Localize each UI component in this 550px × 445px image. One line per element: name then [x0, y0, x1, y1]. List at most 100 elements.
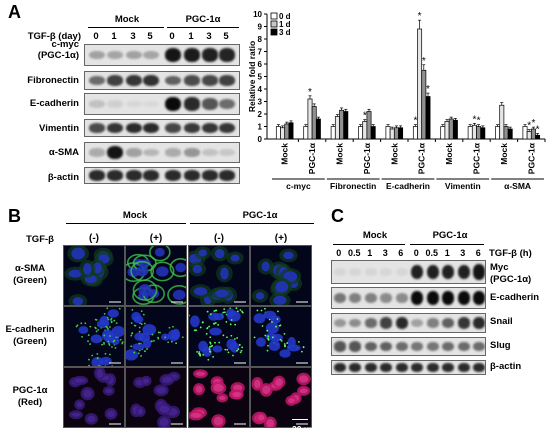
blot-band [219, 122, 235, 134]
micrograph-cell-shape [76, 324, 79, 327]
blot-band [107, 170, 123, 181]
chart-bar [339, 109, 345, 140]
blot-band [426, 264, 439, 280]
micrograph-cell-shape [88, 364, 90, 366]
chart-bar [495, 126, 501, 140]
micrograph-cell-shape [137, 352, 140, 355]
micrograph-cell-shape [87, 334, 90, 336]
micrograph-cell-shape [236, 337, 239, 339]
micrograph-cell-shape [275, 378, 283, 386]
micrograph-cell-shape [227, 351, 230, 354]
panel-a-time-point: 0 [169, 31, 175, 42]
panel-a-row-label: Vimentin [39, 123, 79, 134]
panel-b-row-label: PGC-1α (Red) [12, 385, 48, 408]
micrograph-cell-shape [261, 261, 270, 272]
micrograph-cell-shape [87, 340, 89, 343]
blot-strip-4 [84, 142, 240, 163]
micrograph-cell-shape [255, 292, 265, 300]
chart-significance-asterisk: * [418, 11, 422, 22]
blot-band [473, 290, 485, 306]
micrograph-cell-shape [206, 326, 209, 329]
micrograph-cell-shape [275, 325, 277, 328]
blot-band [184, 122, 200, 134]
chart-bar [334, 116, 340, 140]
micrograph-cell-shape [239, 351, 242, 354]
micrograph-cell-shape [111, 346, 113, 348]
micrograph-cell-shape [96, 319, 110, 329]
chart-significance-asterisk: * [527, 121, 531, 132]
blot-band [442, 317, 455, 329]
blot-band [411, 264, 424, 280]
chart-gene-group-label: Fibronectin [330, 181, 376, 191]
micrograph-cell-shape [195, 385, 203, 393]
micrograph-cell-shape [209, 313, 212, 316]
blot-band [202, 170, 218, 181]
blot-strip-2 [84, 93, 240, 115]
micrograph-cell-shape [138, 326, 141, 329]
chart-legend-label: 0 d [279, 12, 291, 21]
panel-a-row-label: α-SMA [48, 147, 79, 158]
panel-a-time-point: 1 [111, 31, 117, 42]
panel-c-row-label: Myc (PGC-1α) [490, 262, 532, 285]
micrograph-cell-shape [260, 309, 263, 312]
micrograph-cell-shape [232, 354, 234, 357]
micrograph-cell-shape [264, 334, 267, 337]
blot-band [333, 341, 346, 352]
micrograph-cell-shape [224, 348, 227, 351]
micrograph-cell-shape [222, 311, 225, 314]
blot-band [126, 50, 142, 60]
panel-a-time-point: 5 [223, 31, 229, 42]
chart-bar [370, 126, 376, 140]
micrograph-cell-shape [156, 266, 169, 277]
micrograph-cell-shape [151, 333, 154, 336]
blot-band [442, 341, 455, 352]
micrograph-cell-shape [215, 289, 229, 298]
micrograph-cell-shape [208, 348, 211, 351]
micrograph-cell-shape [181, 336, 184, 339]
micrograph-cell [63, 245, 125, 306]
chart-bar [480, 127, 486, 140]
micrograph-cell-shape [205, 332, 208, 335]
panel-c-time-point: 0.5 [425, 248, 438, 258]
micrograph-cell-shape [266, 418, 275, 427]
blot-strip-2 [331, 313, 486, 333]
micrograph-cell-shape [253, 313, 266, 324]
blot-band [219, 75, 235, 86]
micrograph-cell-shape [283, 251, 294, 260]
blot-band [165, 75, 181, 86]
micrograph-cell-shape [138, 342, 141, 345]
panel-b-group-pgc: PGC-1α [242, 210, 278, 221]
micrograph-cell-shape [279, 338, 282, 341]
chart-bar [417, 28, 423, 140]
panel-a-row-label: β-actin [47, 172, 79, 183]
chart-bar [425, 96, 431, 140]
chart-significance-asterisk: * [531, 118, 535, 129]
micrograph-cell-shape [142, 324, 157, 336]
chart-bar [421, 69, 427, 140]
chart-significance-asterisk: * [413, 116, 417, 127]
blot-band [143, 170, 159, 181]
micrograph-cell-shape [154, 247, 165, 257]
micrograph-cell-shape [266, 329, 269, 332]
chart-x-tick-label: Mock [280, 143, 290, 165]
micrograph-cell-shape [95, 330, 98, 333]
panel-b-condition: (-) [214, 233, 224, 244]
blot-band [442, 264, 455, 280]
micrograph-cell-shape [201, 321, 204, 324]
micrograph-cell-shape [256, 309, 259, 312]
chart-bar [275, 126, 281, 140]
micrograph-cell-shape [111, 325, 124, 338]
micrograph-cell-shape [159, 418, 169, 427]
chart-bar [535, 134, 541, 140]
blot-band [202, 48, 218, 62]
micrograph-cell-shape [170, 340, 173, 343]
micrograph-cell-shape [126, 349, 139, 361]
micrograph-cell-shape [68, 269, 83, 278]
micrograph-cell-shape [121, 341, 124, 344]
micrograph-cell-shape [255, 337, 266, 347]
micrograph-cell-shape [74, 378, 86, 383]
micrograph-cell-shape [119, 338, 122, 341]
blot-band [457, 341, 470, 352]
blot-band [107, 100, 123, 108]
chart-y-tick-label: 4 [258, 85, 263, 94]
